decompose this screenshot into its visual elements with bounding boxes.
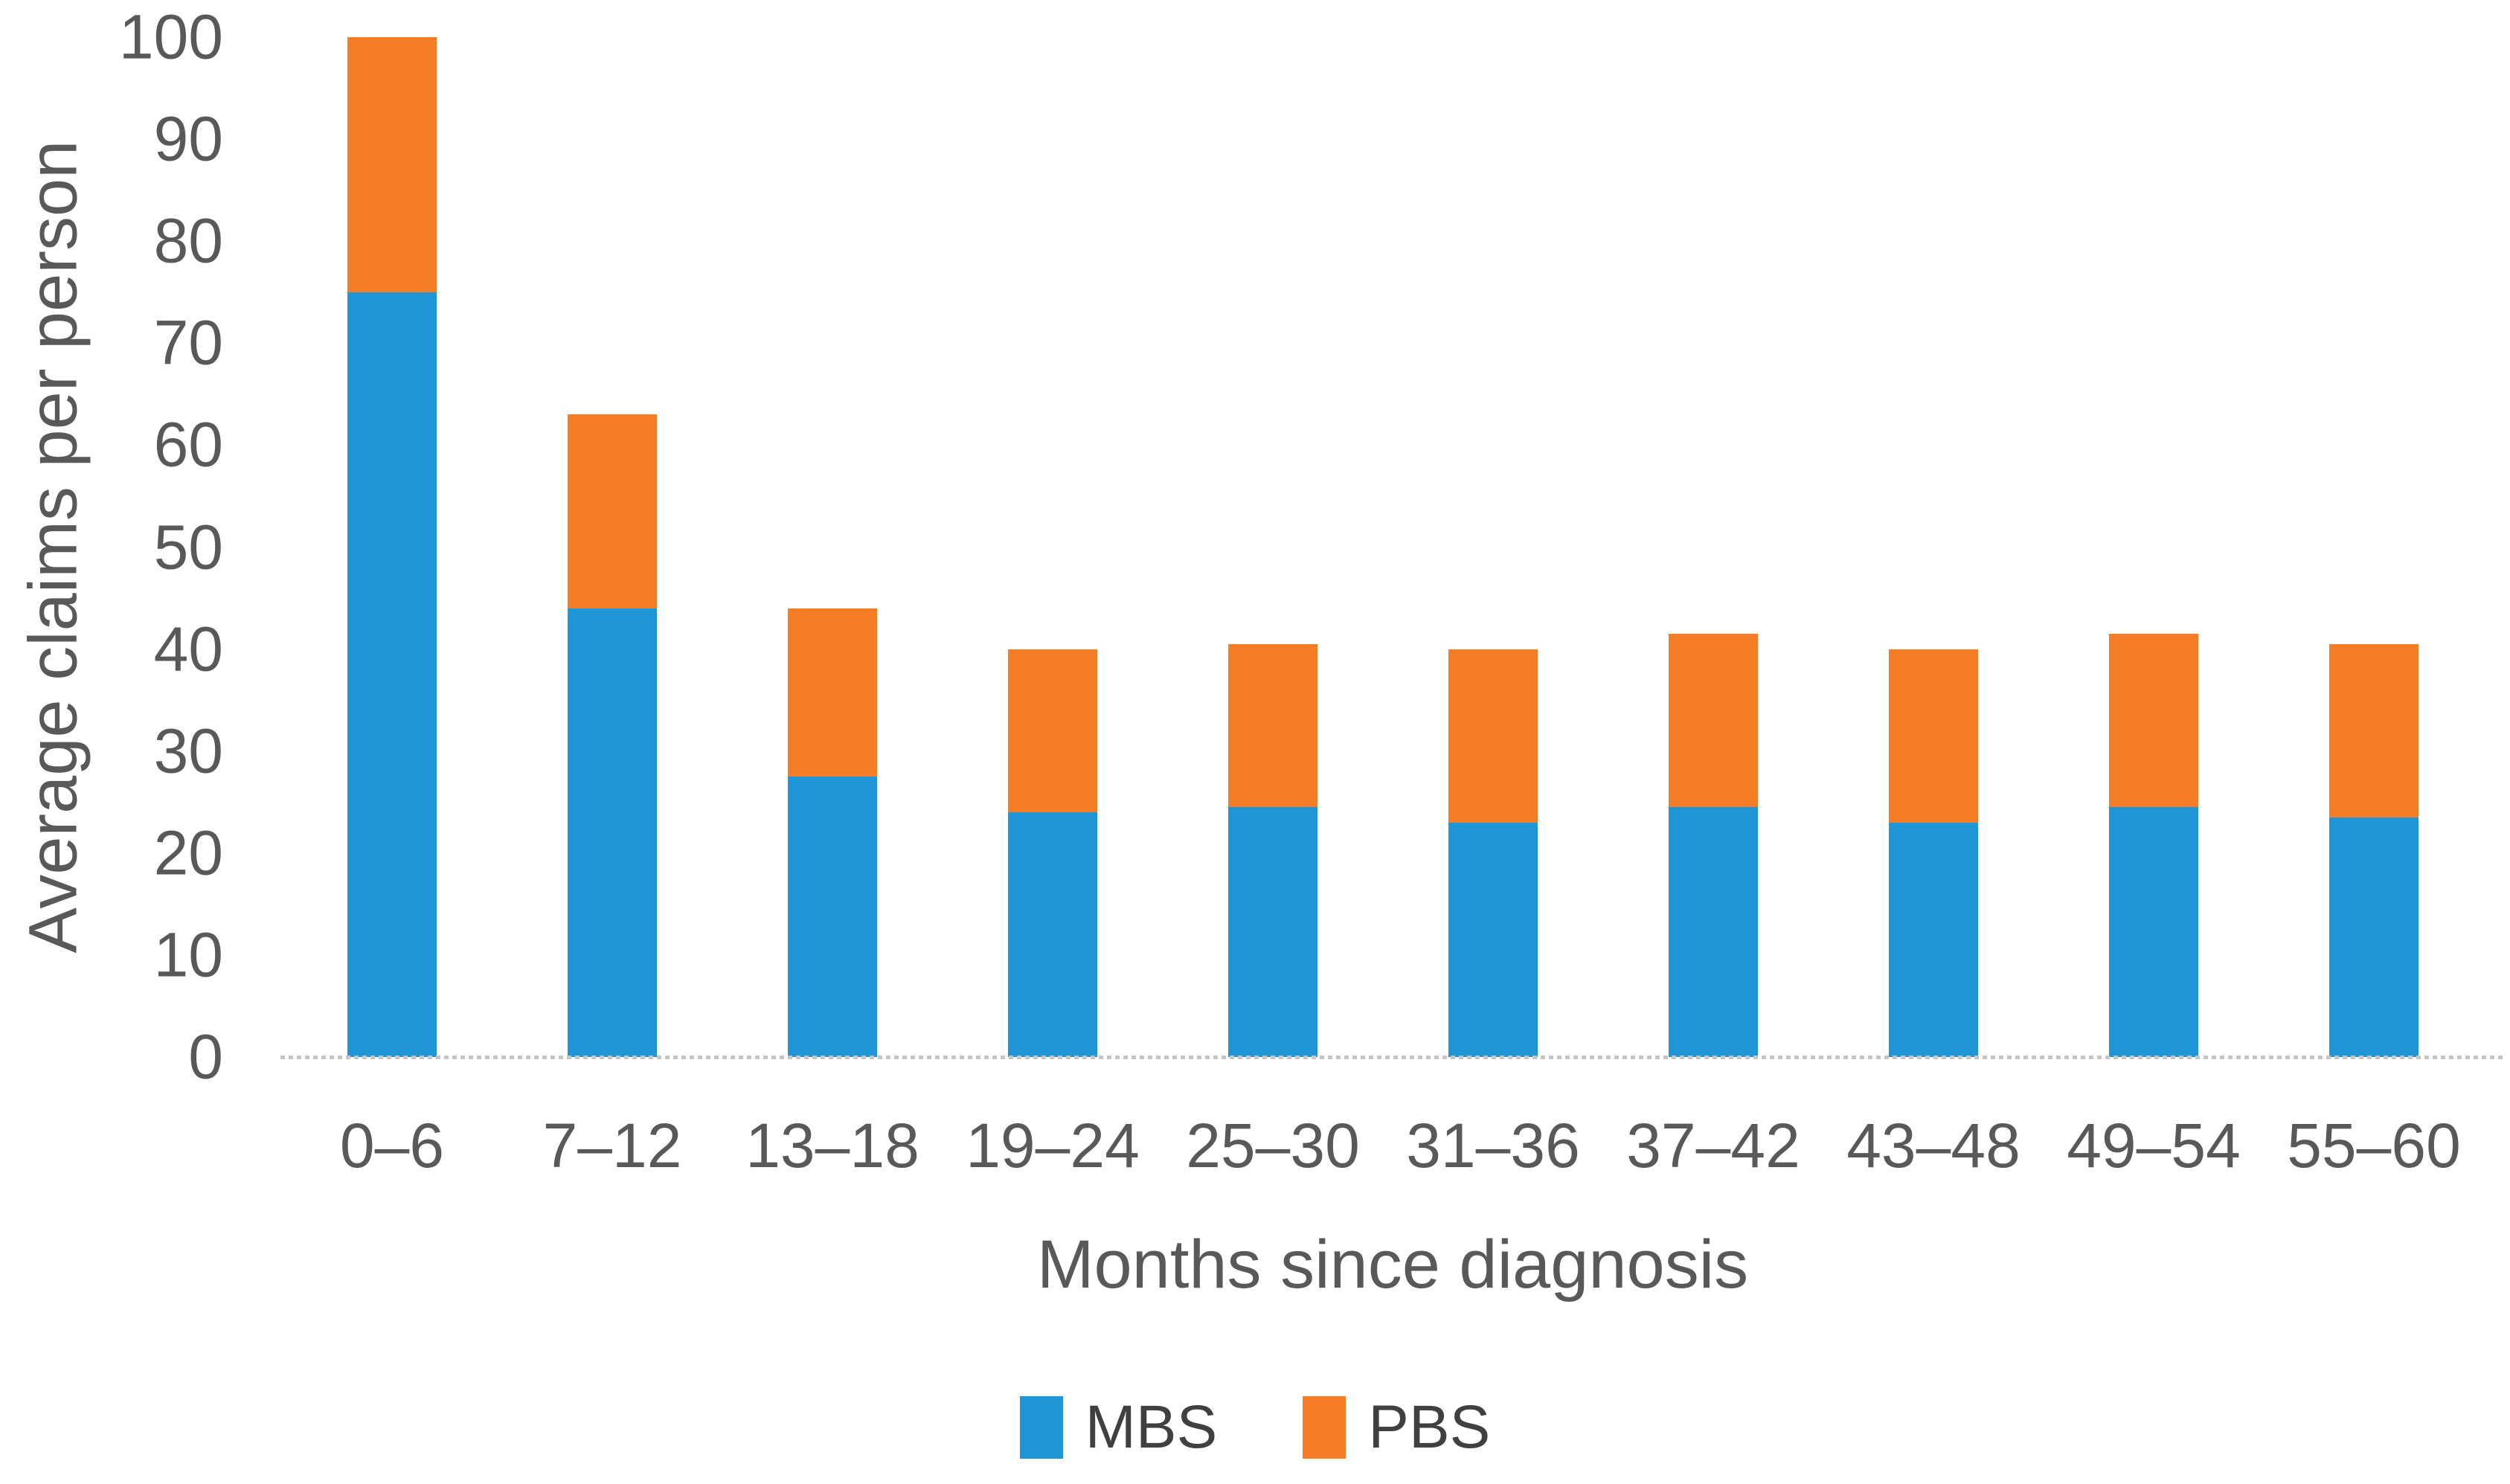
y-tick-label: 20 (153, 818, 223, 888)
bar-segment-mbs (1448, 822, 1538, 1057)
bar-segment-mbs (568, 608, 657, 1057)
y-tick-label: 50 (153, 512, 223, 582)
y-tick-label: 0 (188, 1021, 223, 1092)
bar-segment-pbs (1448, 649, 1538, 823)
y-tick-label: 70 (153, 307, 223, 378)
y-tick-label: 60 (153, 409, 223, 480)
y-tick-label: 10 (153, 919, 223, 990)
bar-segment-mbs (2329, 817, 2418, 1057)
legend-label-pbs: PBS (1368, 1393, 1491, 1461)
x-tick-label: 13–18 (745, 1111, 919, 1181)
bar-segment-pbs (1228, 643, 1317, 808)
bar-segment-mbs (347, 292, 437, 1057)
x-axis-line (280, 1056, 2505, 1059)
bar-segment-mbs (1669, 807, 1758, 1057)
legend-label-mbs: MBS (1085, 1393, 1218, 1461)
bar-segment-mbs (1889, 822, 1978, 1057)
x-tick-label: 19–24 (966, 1111, 1140, 1181)
x-tick-label: 37–42 (1626, 1111, 1800, 1181)
y-tick-label: 40 (153, 614, 223, 684)
bar-segment-pbs (788, 608, 877, 777)
y-tick-label: 30 (153, 716, 223, 786)
mbs-series-swatch-icon (1019, 1396, 1063, 1459)
x-tick-label: 49–54 (2067, 1111, 2241, 1181)
bar-segment-pbs (347, 37, 437, 292)
bar-segment-pbs (568, 414, 657, 608)
x-tick-label: 55–60 (2287, 1111, 2461, 1181)
bar-segment-pbs (1669, 634, 1758, 808)
y-tick-label: 90 (153, 103, 223, 174)
bar-segment-mbs (788, 776, 877, 1057)
bar-segment-mbs (1228, 807, 1317, 1057)
x-tick-label: 43–48 (1846, 1111, 2020, 1181)
bar-segment-mbs (2109, 807, 2198, 1057)
bar-segment-pbs (2109, 634, 2198, 808)
bar-segment-pbs (1008, 649, 1097, 812)
legend: MBS PBS (0, 1393, 2510, 1462)
plot-area (280, 37, 2505, 1059)
bar-segment-mbs (1008, 812, 1097, 1057)
x-axis-title: Months since diagnosis (1036, 1227, 1749, 1302)
x-tick-label: 7–12 (542, 1111, 682, 1181)
legend-item-mbs: MBS (1019, 1393, 1218, 1462)
x-tick-label: 31–36 (1406, 1111, 1580, 1181)
pbs-series-swatch-icon (1303, 1396, 1347, 1459)
bar-segment-pbs (2329, 643, 2418, 818)
legend-item-pbs: PBS (1303, 1393, 1490, 1462)
y-tick-label: 100 (118, 1, 223, 72)
bar-segment-pbs (1889, 649, 1978, 823)
x-tick-label: 0–6 (339, 1111, 445, 1181)
x-tick-label: 25–30 (1186, 1111, 1360, 1181)
y-tick-label: 80 (153, 205, 223, 276)
